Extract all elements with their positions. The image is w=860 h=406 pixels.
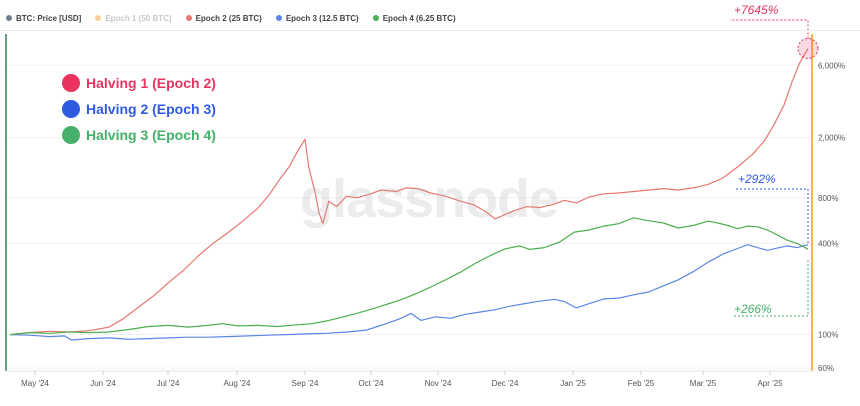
legend-item[interactable]: Epoch 3 (12.5 BTC)	[275, 13, 359, 23]
y-tick-label: 100%	[818, 331, 838, 340]
legend-label: BTC: Price [USD]	[16, 13, 82, 23]
peak-highlight-circle	[797, 37, 819, 59]
x-tick-label: Jul '24	[157, 379, 180, 388]
chart-legend: BTC: Price [USD] Epoch 1 (50 BTC) Epoch 2 …	[6, 10, 456, 26]
legend-dot	[275, 15, 282, 21]
x-tick-label: Jan '25	[560, 379, 586, 388]
y-tick-label: 60%	[818, 364, 834, 373]
halving-label: Halving 3 (Epoch 4)	[86, 127, 216, 143]
halving-dot	[62, 100, 80, 118]
legend-dot	[372, 15, 379, 21]
legend-label: Epoch 4 (6.25 BTC)	[382, 13, 456, 23]
y-tick-label: 2,000%	[818, 134, 845, 143]
halving-legend-item: Halving 1 (Epoch 2)	[62, 74, 216, 92]
watermark: glassnode	[300, 169, 559, 229]
legend-dot	[95, 15, 102, 21]
x-tick-label: Nov '24	[425, 379, 452, 388]
annotation-blue: +292%	[738, 172, 776, 186]
annotation-red: +7645%	[734, 3, 779, 17]
legend-item[interactable]: BTC: Price [USD]	[6, 14, 81, 23]
annotation-green: +266%	[734, 302, 772, 316]
legend-label: Epoch 1 (50 BTC)	[105, 13, 172, 23]
legend-item[interactable]: Epoch 1 (50 BTC)	[95, 13, 172, 23]
y-tick-label: 6,000%	[818, 61, 845, 70]
x-tick-label: Feb '25	[628, 379, 655, 388]
gridlines	[6, 64, 812, 369]
series-lines	[9, 48, 809, 341]
legend-dot	[185, 15, 192, 21]
x-tick-label: Mar '25	[690, 379, 717, 388]
halving-legend-item: Halving 3 (Epoch 4)	[62, 126, 216, 144]
legend-label: Epoch 3 (12.5 BTC)	[285, 13, 359, 23]
x-tick-label: Jun '24	[90, 379, 116, 388]
legend-label: Epoch 2 (25 BTC)	[195, 13, 262, 23]
annotation-guide-blue	[736, 188, 809, 245]
legend-item[interactable]: Epoch 4 (6.25 BTC)	[372, 13, 456, 23]
halving-label: Halving 2 (Epoch 3)	[86, 101, 216, 117]
annotation-guides	[730, 19, 819, 317]
series-line-2	[9, 244, 809, 341]
series-line-1	[9, 48, 809, 336]
halving-label: Halving 1 (Epoch 2)	[86, 75, 216, 91]
x-tick-label: Apr '25	[757, 379, 783, 388]
x-tick-label: Sep '24	[292, 379, 319, 388]
legend-item[interactable]: Epoch 2 (25 BTC)	[185, 13, 262, 23]
annotation-guide-green	[732, 260, 809, 317]
series-line-3	[9, 217, 809, 336]
x-tick-label: Aug '24	[224, 379, 251, 388]
x-tick-label: Oct '24	[358, 379, 384, 388]
halving-dot	[62, 126, 80, 144]
legend-divider	[0, 30, 860, 31]
y-tick-label: 800%	[818, 194, 838, 203]
y-tick-label: 400%	[818, 239, 838, 248]
legend-dot	[6, 15, 12, 21]
x-tick-label: Dec '24	[492, 379, 519, 388]
halving-dot	[62, 74, 80, 92]
halving-legend-item: Halving 2 (Epoch 3)	[62, 100, 216, 118]
axes: 6,000% 2,000% 800% 400% 100% 60% May '24 Jun '2…	[5, 34, 845, 388]
x-tick-label: May '24	[21, 379, 49, 388]
halving-legend: Halving 1 (Epoch 2) Halving 2 (Epoch 3) Ha…	[62, 74, 216, 144]
